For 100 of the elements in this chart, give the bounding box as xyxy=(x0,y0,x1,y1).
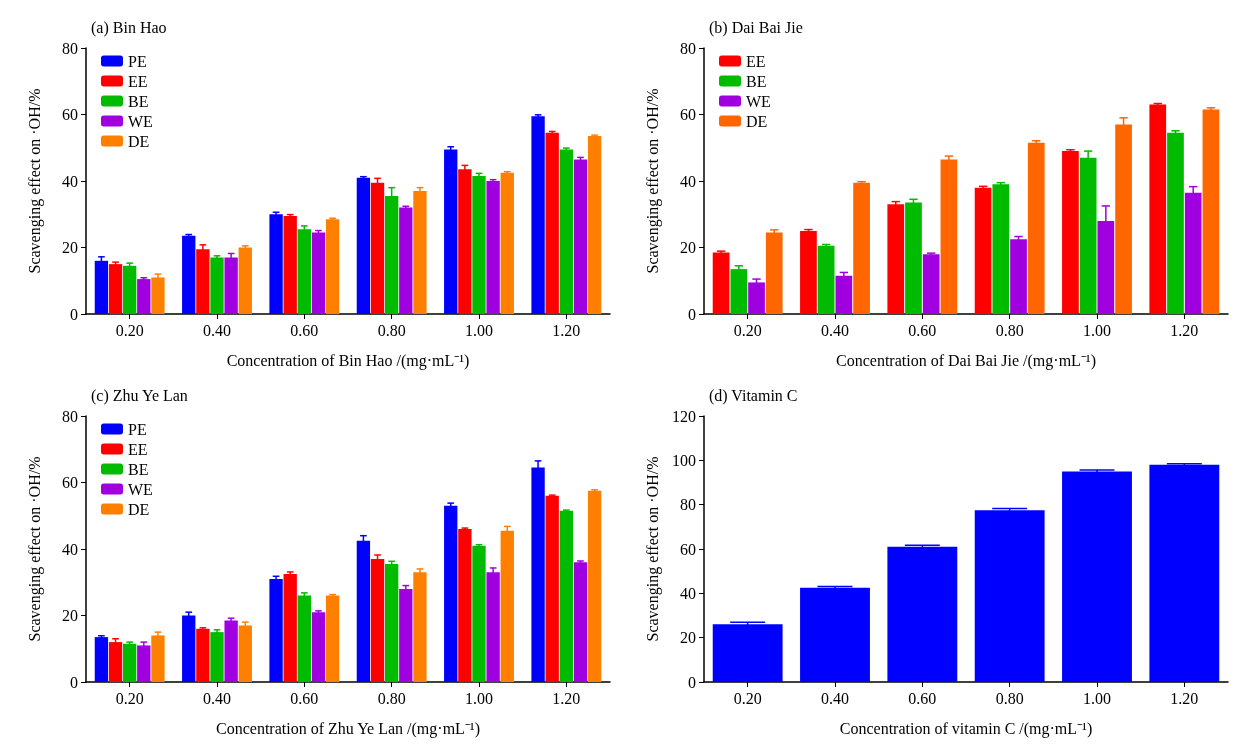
y-tick-label: 100 xyxy=(672,451,696,469)
bar xyxy=(269,578,283,682)
bar xyxy=(992,184,1010,314)
bar xyxy=(500,530,514,682)
x-tick-label: 0.80 xyxy=(377,689,406,707)
bar xyxy=(370,182,385,314)
bar xyxy=(224,620,238,682)
bar xyxy=(356,540,371,682)
bar xyxy=(887,204,905,314)
x-tick-label: 1.00 xyxy=(1083,321,1111,339)
bar xyxy=(559,149,573,314)
y-axis-title: Scavenging effect on ·OH/% xyxy=(643,88,662,274)
bar xyxy=(559,510,573,682)
bar xyxy=(269,214,283,314)
x-tick-label: 0.20 xyxy=(115,689,144,707)
y-tick-label: 60 xyxy=(680,540,696,558)
y-axis-title: Scavenging effect on ·OH/% xyxy=(643,456,662,642)
y-tick-label: 0 xyxy=(70,673,78,691)
chart-title: (d) Vitamin C xyxy=(709,386,798,405)
x-tick-label: 0.60 xyxy=(908,689,937,707)
bar xyxy=(94,637,109,682)
bar xyxy=(573,562,588,682)
y-tick-label: 120 xyxy=(672,407,696,425)
bar xyxy=(486,572,500,682)
y-tick-label: 80 xyxy=(62,407,78,425)
chart-title: (c) Zhu Ye Lan xyxy=(91,386,188,405)
bar xyxy=(472,176,486,314)
bar xyxy=(1062,151,1079,314)
bar xyxy=(413,572,427,682)
bar xyxy=(385,563,399,682)
bar xyxy=(283,215,297,314)
bar xyxy=(545,495,559,682)
x-axis-title: Concentration of Dai Bai Jie /(mg·mL⁻¹) xyxy=(836,351,1096,370)
y-tick-label: 60 xyxy=(62,106,78,123)
legend-label: BE xyxy=(746,72,767,90)
bar xyxy=(399,207,413,314)
y-axis-title: Scavenging effect on ·OH/% xyxy=(25,456,44,642)
y-tick-label: 0 xyxy=(70,305,78,323)
bar xyxy=(325,595,340,682)
legend-label: EE xyxy=(128,440,148,458)
bar xyxy=(486,181,500,314)
legend-label: EE xyxy=(746,52,766,70)
bar xyxy=(297,595,311,682)
y-tick-label: 40 xyxy=(680,584,696,602)
x-tick-label: 0.20 xyxy=(733,689,762,707)
bar xyxy=(458,169,472,314)
bar xyxy=(940,159,958,314)
bar xyxy=(853,182,870,314)
y-tick-label: 20 xyxy=(680,239,696,256)
legend-label: BE xyxy=(128,92,149,110)
y-tick-label: 80 xyxy=(680,39,696,57)
bar xyxy=(224,257,238,314)
legend-label: PE xyxy=(128,420,147,438)
x-tick-label: 0.20 xyxy=(115,321,144,339)
x-tick-label: 1.20 xyxy=(1170,321,1199,339)
bar xyxy=(151,277,165,314)
bar xyxy=(905,202,922,314)
y-tick-label: 40 xyxy=(62,540,78,558)
bar xyxy=(974,510,1045,682)
bar xyxy=(444,149,458,314)
bar xyxy=(210,257,224,314)
bar xyxy=(765,232,783,314)
x-tick-label: 1.20 xyxy=(552,321,581,339)
bar xyxy=(1149,104,1167,314)
bar xyxy=(974,187,992,314)
bar xyxy=(182,235,196,314)
bar xyxy=(399,588,413,682)
bar xyxy=(94,260,109,314)
bar xyxy=(413,190,427,314)
bar xyxy=(712,624,783,682)
legend-label: DE xyxy=(128,500,150,518)
x-tick-label: 0.80 xyxy=(377,321,406,339)
bar xyxy=(108,264,123,314)
x-tick-label: 0.60 xyxy=(908,321,937,339)
bar xyxy=(356,177,371,314)
x-tick-label: 0.80 xyxy=(995,689,1024,707)
bar xyxy=(730,269,748,314)
bar xyxy=(712,252,730,314)
x-tick-label: 1.00 xyxy=(465,321,493,339)
bar xyxy=(283,573,297,682)
bar xyxy=(182,615,196,682)
bar xyxy=(800,587,870,682)
legend-label: DE xyxy=(128,132,150,150)
bar xyxy=(370,558,385,682)
x-tick-label: 0.40 xyxy=(821,321,849,339)
bar xyxy=(151,635,165,682)
bar xyxy=(545,132,559,314)
bar xyxy=(238,625,252,682)
legend-label: WE xyxy=(128,480,153,498)
bar xyxy=(500,172,514,314)
bar xyxy=(311,232,326,314)
bar xyxy=(587,136,602,314)
y-tick-label: 60 xyxy=(62,474,78,491)
x-tick-label: 0.20 xyxy=(733,321,762,339)
chart-title: (b) Dai Bai Jie xyxy=(709,18,803,37)
bar xyxy=(748,282,765,314)
y-tick-label: 0 xyxy=(688,305,696,323)
bar xyxy=(531,116,545,314)
x-axis-title: Concentration of Bin Hao /(mg·mL⁻¹) xyxy=(226,351,470,370)
bar xyxy=(210,632,224,682)
